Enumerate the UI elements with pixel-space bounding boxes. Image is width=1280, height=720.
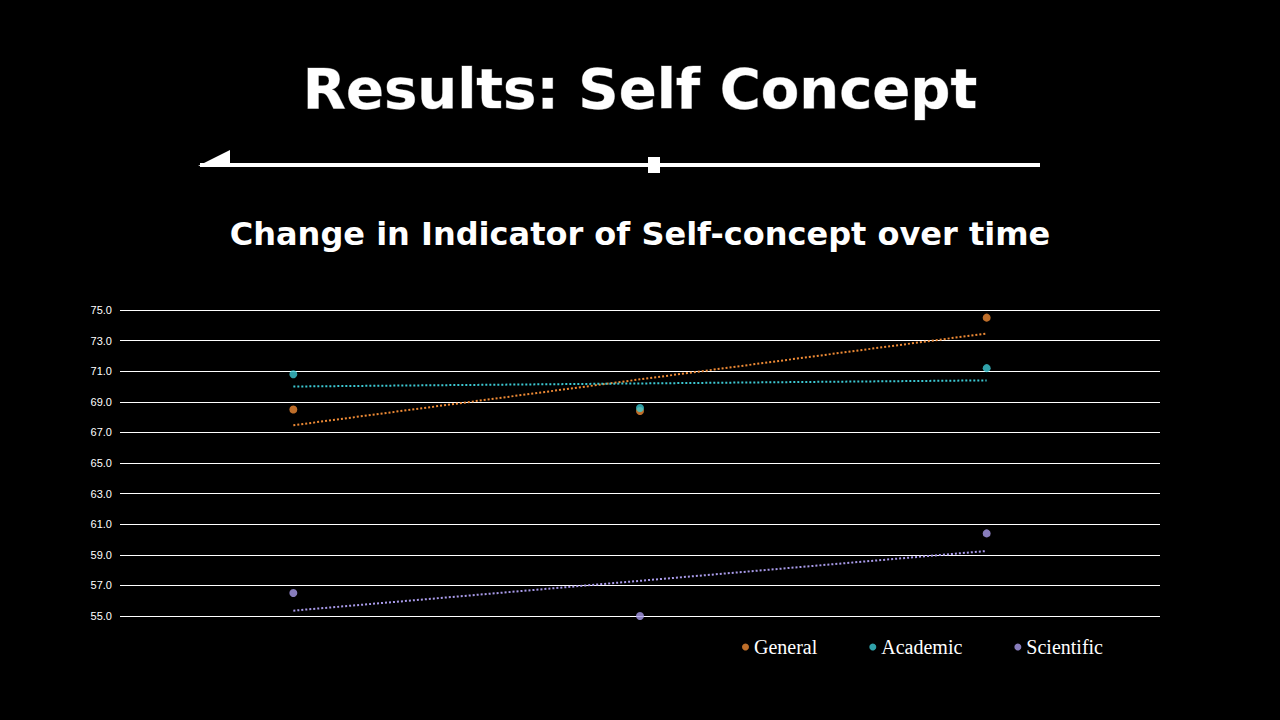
svg-text:69.0: 69.0 <box>91 396 112 408</box>
svg-text:67.0: 67.0 <box>91 426 112 438</box>
svg-text:Academic: Academic <box>881 636 962 658</box>
svg-text:55.0: 55.0 <box>91 610 112 622</box>
svg-text:61.0: 61.0 <box>91 518 112 530</box>
svg-text:Results: Self Concept: Results: Self Concept <box>303 56 977 121</box>
svg-text:75.0: 75.0 <box>91 304 112 316</box>
svg-text:63.0: 63.0 <box>91 488 112 500</box>
svg-text:Change in Indicator of Self-co: Change in Indicator of Self-concept over… <box>230 215 1051 253</box>
svg-text:General: General <box>754 636 818 658</box>
svg-text:57.0: 57.0 <box>91 579 112 591</box>
svg-text:Scientific: Scientific <box>1026 636 1103 658</box>
svg-text:65.0: 65.0 <box>91 457 112 469</box>
svg-text:71.0: 71.0 <box>91 365 112 377</box>
svg-text:59.0: 59.0 <box>91 549 112 561</box>
svg-text:73.0: 73.0 <box>91 335 112 347</box>
